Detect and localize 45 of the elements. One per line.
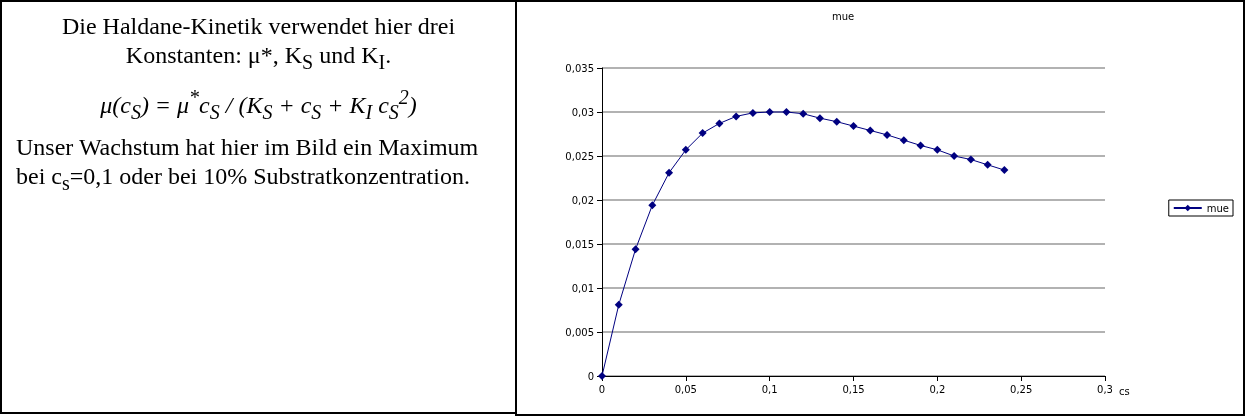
x-tick-label: 0 xyxy=(598,383,606,395)
point xyxy=(681,145,690,154)
point xyxy=(631,245,640,254)
point xyxy=(899,136,908,145)
point xyxy=(748,108,757,117)
x-tick-label: 0,05 xyxy=(674,383,697,395)
point xyxy=(698,129,707,138)
point xyxy=(866,126,875,135)
y-tick-label: 0,035 xyxy=(565,62,594,74)
text: Unser Wachstum hat hier im Bild ein Maximum bei c$_{s}$=0,1 oder bei 10% Substratkonzentration. xyxy=(16,132,480,196)
y-tick-label: 0,025 xyxy=(565,150,594,162)
chart-title: mue xyxy=(832,10,855,22)
point xyxy=(815,114,824,123)
y-tick-label: 0,02 xyxy=(571,194,594,206)
x-tick-label: 0,1 xyxy=(761,383,778,395)
y-tick-label: 0 xyxy=(587,370,594,382)
x-tick-label: 0,3 xyxy=(1097,383,1113,395)
y-tick-label: 0,03 xyxy=(571,106,594,118)
y-tick-label: 0,01 xyxy=(571,282,594,294)
legend-label: mue xyxy=(1206,202,1229,214)
x-tick-label: 0,15 xyxy=(842,383,865,395)
point xyxy=(614,300,623,309)
point xyxy=(916,141,925,150)
y-tick-label: 0,015 xyxy=(565,238,594,250)
point xyxy=(849,122,858,131)
x-tick-label: 0,25 xyxy=(1010,383,1033,395)
point xyxy=(832,117,841,126)
point xyxy=(648,201,657,210)
point xyxy=(799,109,808,118)
x-tick-label: 0,2 xyxy=(929,383,946,395)
text: μ(c$_{S}$) = μ$^{*}$c$_{S}$ / (K$_{S}$ + c$_{S}$ + K$_{I}$ c$_{S}$$^{2}$) xyxy=(100,85,417,123)
point xyxy=(765,108,774,116)
y-tick-label: 0,005 xyxy=(565,326,594,338)
point xyxy=(983,160,992,169)
point xyxy=(966,155,975,164)
text: Die Haldane-Kinetik verwendet hier drei Konstanten: μ*, K$_{S}$ und K$_{I}$. xyxy=(60,12,457,75)
point xyxy=(665,168,674,177)
point xyxy=(782,108,791,116)
point xyxy=(1000,166,1009,175)
point xyxy=(933,145,942,154)
point xyxy=(715,119,724,128)
point xyxy=(732,112,741,121)
point xyxy=(950,152,959,160)
x-axis-title: cs xyxy=(1119,385,1130,397)
point xyxy=(883,130,892,139)
